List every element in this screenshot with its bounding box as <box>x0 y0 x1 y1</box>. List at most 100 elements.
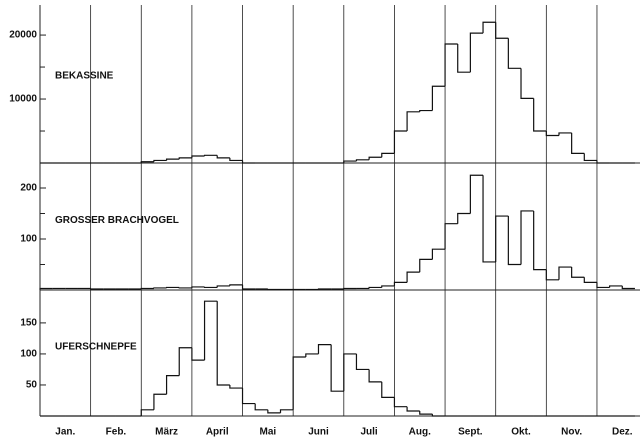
histogram-step <box>355 353 370 371</box>
panel-label: UFERSCHNEPFE <box>55 341 137 352</box>
x-tick-label: März <box>155 427 178 438</box>
histogram-step <box>178 287 192 289</box>
histogram-step <box>254 403 268 411</box>
histogram-step <box>444 43 458 87</box>
histogram-step <box>393 130 408 154</box>
histogram-step <box>431 85 446 111</box>
histogram-step <box>419 258 433 273</box>
panel-label: BEKASSINE <box>55 71 114 82</box>
histogram-step <box>571 267 585 278</box>
histogram-step <box>317 288 332 290</box>
histogram-step <box>545 269 559 281</box>
histogram-step <box>355 159 370 162</box>
histogram-step <box>469 32 484 73</box>
histogram-step <box>457 44 471 73</box>
x-tick-label: Jan. <box>55 427 75 438</box>
histogram-step <box>368 156 382 160</box>
histogram-step <box>292 356 306 410</box>
histogram-step <box>229 284 243 286</box>
x-tick-label: Sept. <box>458 427 483 438</box>
histogram-step <box>203 300 218 361</box>
histogram-step <box>229 384 243 389</box>
histogram-step <box>406 406 420 412</box>
histogram-step <box>203 286 218 289</box>
histogram-step <box>482 21 496 34</box>
x-tick-label: Nov. <box>561 427 582 438</box>
histogram-step <box>381 381 395 398</box>
histogram-step <box>305 353 319 358</box>
histogram-step <box>596 160 610 164</box>
histogram-step <box>381 285 395 288</box>
histogram-step <box>241 388 256 405</box>
histogram-step <box>495 215 509 262</box>
histogram-step <box>216 285 230 288</box>
histogram-step <box>229 157 243 162</box>
histogram-step <box>241 284 256 290</box>
histogram-step <box>279 409 294 413</box>
y-tick-label: 50 <box>26 380 38 391</box>
histogram-step <box>431 414 446 417</box>
histogram-step <box>507 216 522 266</box>
histogram-step <box>191 347 205 361</box>
histogram-step <box>545 131 559 137</box>
histogram-step <box>191 286 205 288</box>
histogram-step <box>343 287 357 290</box>
histogram-step <box>419 109 433 112</box>
histogram-step <box>267 288 281 291</box>
panel-label: GROSSER BRACHVOGEL <box>55 215 179 226</box>
histogram-step <box>533 210 547 271</box>
histogram-step <box>406 271 420 283</box>
histogram-step <box>203 154 218 156</box>
histogram-step <box>457 212 471 224</box>
histogram-step <box>90 288 104 290</box>
histogram-step <box>178 347 192 376</box>
histogram-step <box>520 210 534 265</box>
histogram-step <box>596 282 610 289</box>
histogram-step <box>165 158 180 161</box>
histogram-step <box>507 38 522 69</box>
y-tick-label: 200 <box>20 183 37 194</box>
histogram-step <box>583 277 597 283</box>
histogram-step <box>191 155 205 158</box>
histogram-step <box>153 159 167 162</box>
x-tick-label: Aug. <box>409 427 431 438</box>
y-tick-label: 10000 <box>9 94 37 105</box>
histogram-step <box>393 281 408 286</box>
x-tick-label: Okt. <box>511 427 531 438</box>
histogram-step <box>558 266 572 280</box>
histogram-step <box>317 344 332 354</box>
x-tick-label: Juni <box>308 427 329 438</box>
y-tick-label: 100 <box>20 234 37 245</box>
histogram-step <box>621 285 635 290</box>
x-tick-label: Mai <box>260 427 277 438</box>
histogram-step <box>533 98 547 132</box>
y-tick-label: 100 <box>20 349 37 360</box>
histogram-step <box>495 22 509 39</box>
histogram-step <box>343 160 357 163</box>
histogram-step <box>165 286 180 289</box>
x-tick-label: April <box>206 427 229 438</box>
histogram-step <box>419 411 433 415</box>
histogram-step <box>406 111 420 132</box>
histogram-step <box>330 344 344 392</box>
histogram-step <box>520 68 534 99</box>
histogram-step <box>241 160 256 164</box>
histogram-step <box>165 375 180 395</box>
histogram-step <box>583 153 597 162</box>
histogram-step <box>343 353 357 392</box>
histogram-step <box>482 175 496 263</box>
histogram-step <box>571 132 585 155</box>
y-tick-label: 150 <box>20 318 37 329</box>
histogram-step <box>216 155 230 159</box>
histogram-step <box>558 132 572 136</box>
histogram-step <box>368 286 382 289</box>
histogram-step <box>381 152 395 158</box>
x-tick-label: Dez. <box>612 427 633 438</box>
histogram-step <box>393 397 408 408</box>
histogram-step <box>469 174 484 214</box>
histogram-step <box>140 287 154 290</box>
histogram-step <box>140 161 154 163</box>
y-tick-label: 20000 <box>9 30 37 41</box>
x-tick-label: Juli <box>360 427 377 438</box>
